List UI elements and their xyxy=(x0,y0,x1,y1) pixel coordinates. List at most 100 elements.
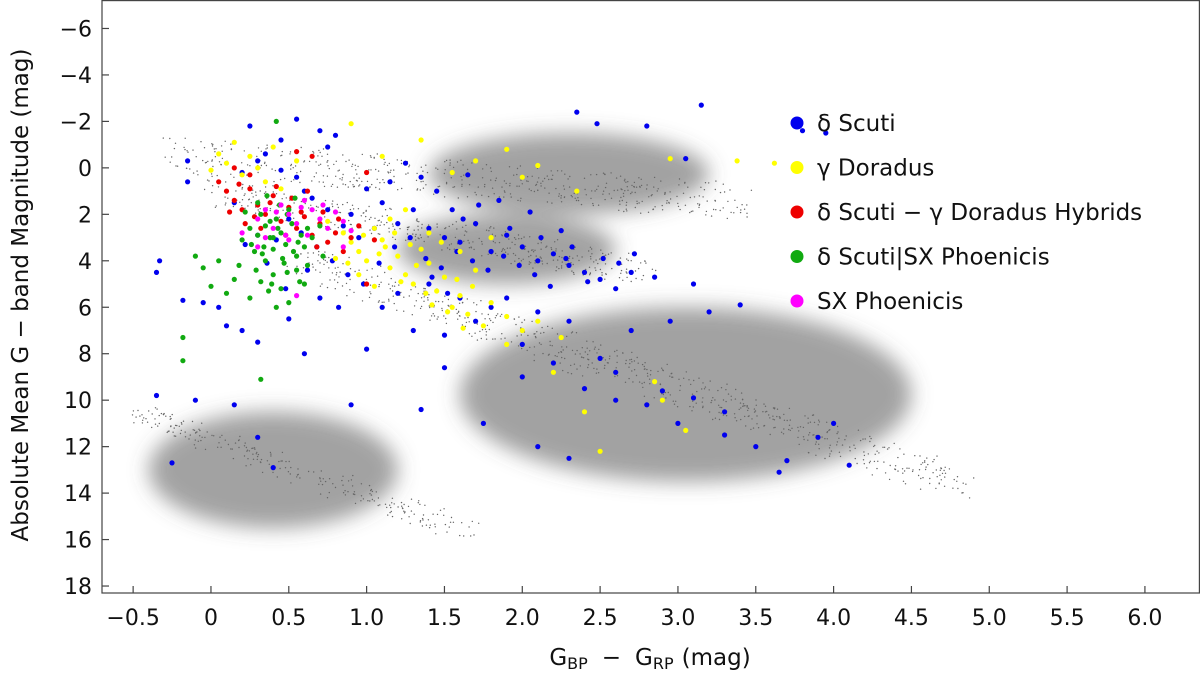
field-star xyxy=(347,186,349,188)
field-star xyxy=(211,143,213,145)
data-point xyxy=(336,216,342,222)
data-point xyxy=(473,267,479,273)
field-star xyxy=(269,207,272,210)
field-star xyxy=(632,381,634,383)
field-star xyxy=(554,355,556,357)
field-star xyxy=(531,175,533,177)
field-star xyxy=(940,467,942,469)
field-star xyxy=(473,248,475,251)
field-star xyxy=(242,183,244,186)
field-star xyxy=(922,477,924,479)
field-star xyxy=(320,470,322,472)
field-star xyxy=(445,227,447,229)
data-point xyxy=(278,230,284,236)
field-star xyxy=(567,372,569,374)
field-star xyxy=(700,186,702,188)
data-point xyxy=(364,258,370,264)
field-star xyxy=(524,245,527,247)
field-star xyxy=(436,318,438,320)
field-star xyxy=(230,173,232,175)
field-star xyxy=(468,184,471,186)
field-star xyxy=(415,179,418,182)
field-star xyxy=(331,203,333,205)
field-star xyxy=(836,432,838,435)
field-star xyxy=(817,424,819,426)
field-star xyxy=(589,255,592,258)
field-star xyxy=(312,252,315,254)
data-point xyxy=(278,167,284,173)
field-star xyxy=(957,487,959,490)
field-star xyxy=(552,259,555,261)
field-star xyxy=(807,417,809,419)
field-star xyxy=(371,268,373,270)
field-star xyxy=(956,480,958,482)
x-tick-label: 0 xyxy=(204,606,218,631)
data-point xyxy=(771,160,778,166)
field-star xyxy=(257,209,259,211)
field-star xyxy=(534,262,536,264)
data-point xyxy=(283,232,289,238)
field-star xyxy=(616,375,619,377)
field-star xyxy=(602,193,604,195)
field-star xyxy=(186,150,188,152)
field-star xyxy=(174,142,177,144)
field-star xyxy=(888,447,890,449)
data-point xyxy=(402,160,409,166)
field-star xyxy=(191,420,194,423)
field-star xyxy=(501,250,503,253)
field-star xyxy=(864,438,866,440)
data-point xyxy=(737,302,743,308)
field-star xyxy=(165,415,167,417)
field-star xyxy=(638,202,640,204)
field-star xyxy=(400,501,403,504)
field-star xyxy=(449,162,451,164)
field-star xyxy=(180,429,182,432)
field-star xyxy=(630,280,632,283)
field-star xyxy=(452,186,454,188)
field-star xyxy=(818,419,820,421)
field-star xyxy=(310,204,312,206)
field-star xyxy=(452,166,455,169)
data-point xyxy=(275,225,281,231)
data-point xyxy=(325,239,331,245)
field-star xyxy=(415,233,417,236)
field-star xyxy=(738,408,740,411)
field-star xyxy=(902,472,904,474)
field-star xyxy=(545,246,547,248)
field-star xyxy=(589,246,592,248)
data-point xyxy=(301,351,307,357)
field-star xyxy=(401,518,403,520)
field-star xyxy=(287,471,290,473)
field-star xyxy=(869,435,871,438)
field-star xyxy=(370,489,372,492)
field-star xyxy=(625,268,628,270)
field-star xyxy=(238,439,240,441)
field-star xyxy=(420,297,423,299)
field-star xyxy=(604,198,606,201)
field-star xyxy=(523,248,526,250)
field-star xyxy=(463,174,465,176)
field-star xyxy=(342,263,344,265)
field-star xyxy=(471,162,473,164)
data-point xyxy=(469,283,476,289)
field-star xyxy=(348,159,350,161)
legend-marker xyxy=(790,294,804,308)
field-star xyxy=(473,302,475,304)
field-star xyxy=(218,442,220,444)
field-star xyxy=(526,180,528,182)
field-star xyxy=(444,161,446,163)
data-point xyxy=(574,109,580,115)
field-star xyxy=(764,411,767,413)
field-star xyxy=(461,185,463,187)
data-point xyxy=(286,316,292,322)
field-star xyxy=(203,147,206,149)
field-star xyxy=(533,346,536,348)
field-star xyxy=(710,215,713,217)
field-star xyxy=(414,286,417,288)
field-star xyxy=(332,483,334,485)
field-star xyxy=(292,212,294,214)
field-star xyxy=(162,137,164,139)
field-star xyxy=(211,160,213,162)
data-point xyxy=(314,244,320,250)
